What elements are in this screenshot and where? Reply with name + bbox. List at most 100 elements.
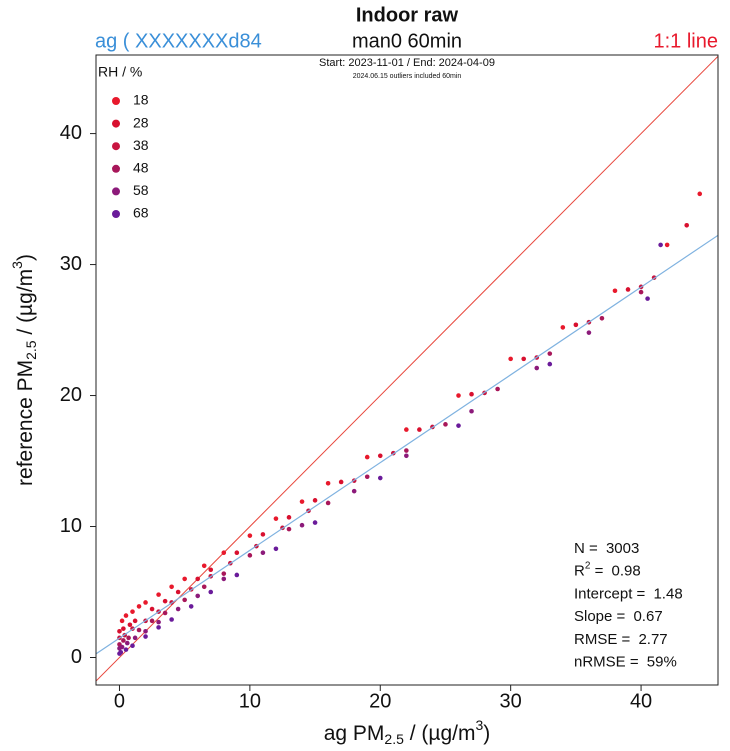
y-tick-label: 0 <box>71 646 82 668</box>
stat: N = 3003 <box>574 540 639 557</box>
legend-label: 68 <box>133 205 149 221</box>
point <box>117 628 122 634</box>
point <box>149 618 155 624</box>
point <box>221 550 227 556</box>
chart-subtitle: man0 60min <box>352 30 462 52</box>
plot-frame <box>95 54 719 686</box>
stat-value: 0.98 <box>612 563 641 580</box>
point <box>299 522 305 528</box>
point <box>119 618 125 624</box>
point <box>351 488 357 494</box>
point <box>143 634 148 639</box>
point <box>221 576 227 582</box>
point <box>377 475 383 481</box>
point <box>156 592 161 597</box>
y-axis-label: reference PM2.5 / (µg/m3) <box>9 254 39 486</box>
y-tick-label: 20 <box>60 384 82 406</box>
stat-label: R <box>574 563 585 580</box>
point <box>119 644 125 650</box>
stat-label: Slope = <box>574 608 629 625</box>
point <box>127 622 133 628</box>
point <box>175 606 181 612</box>
point <box>560 325 566 330</box>
point <box>156 619 161 625</box>
stat-label: Intercept = <box>574 585 649 602</box>
point <box>273 546 279 552</box>
legend-title: RH / % <box>98 64 142 80</box>
point <box>625 287 631 292</box>
legend-marker <box>112 164 120 173</box>
point <box>456 423 461 428</box>
point <box>312 520 318 525</box>
point <box>658 242 663 248</box>
point <box>126 635 131 641</box>
point <box>143 600 148 605</box>
fit-line <box>96 234 718 655</box>
point <box>299 499 305 504</box>
legend-label: 28 <box>133 114 149 130</box>
point <box>123 647 129 652</box>
point <box>664 242 670 248</box>
x-tick-label: 0 <box>114 690 125 712</box>
point <box>547 361 553 367</box>
point <box>508 356 513 362</box>
legend-marker <box>112 187 120 196</box>
legend-marker <box>112 119 120 128</box>
point <box>234 550 240 556</box>
plot-area <box>96 55 718 682</box>
point <box>162 610 168 616</box>
legend-label: 58 <box>133 182 149 198</box>
point <box>130 643 135 649</box>
point <box>247 553 253 558</box>
point <box>404 453 409 459</box>
x-tick-label: 10 <box>239 690 261 712</box>
point <box>169 584 174 590</box>
point <box>495 386 500 392</box>
point <box>547 351 553 356</box>
stat-label: RMSE = <box>574 631 634 648</box>
point <box>534 365 540 371</box>
point <box>469 408 474 414</box>
point <box>132 635 138 641</box>
y-tick-label: 40 <box>60 122 82 144</box>
stat-value: 2.77 <box>638 631 667 648</box>
point <box>404 427 409 432</box>
legend-marker <box>112 97 120 105</box>
point <box>156 625 161 630</box>
point <box>273 516 279 521</box>
point <box>573 322 579 328</box>
point <box>188 604 194 609</box>
point <box>169 617 174 622</box>
y-tick-label: 10 <box>60 515 82 537</box>
legend-marker <box>112 142 120 151</box>
point <box>377 453 383 459</box>
point <box>201 563 207 569</box>
point <box>456 393 461 398</box>
x-tick-label: 20 <box>369 690 391 712</box>
stat: Slope = 0.67 <box>574 608 663 625</box>
x-axis-label: ag PM2.5 / (µg/m3) <box>324 717 491 747</box>
point <box>521 356 527 362</box>
point <box>208 567 214 573</box>
point <box>338 479 344 485</box>
point <box>645 296 650 301</box>
stat-value: 59% <box>647 653 677 670</box>
point <box>469 391 474 397</box>
point <box>121 638 126 643</box>
point <box>208 589 214 595</box>
point <box>195 593 201 599</box>
stat-value: 3003 <box>606 540 639 557</box>
legend-label: 38 <box>133 137 149 153</box>
stat: nRMSE = 59% <box>574 653 677 670</box>
point <box>123 613 129 618</box>
point <box>182 597 187 603</box>
point <box>404 448 409 453</box>
point <box>586 330 592 335</box>
stat-label: nRMSE = <box>574 653 643 670</box>
point <box>175 589 181 595</box>
point <box>364 474 370 480</box>
point <box>195 576 201 582</box>
x-tick-label: 30 <box>500 690 522 712</box>
identity-label: 1:1 line <box>654 30 719 52</box>
